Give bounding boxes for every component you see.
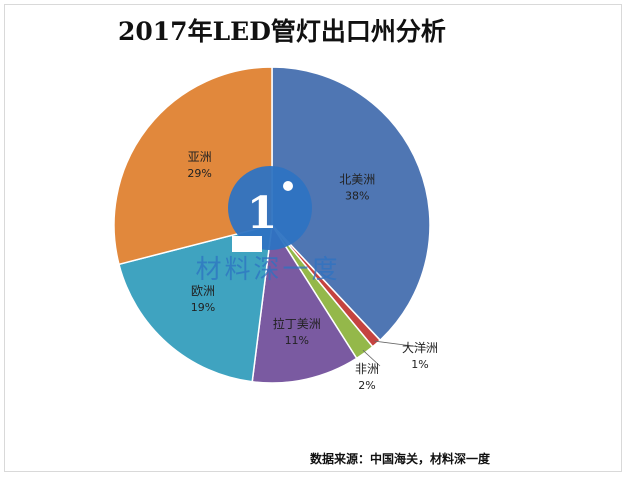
leader-line-africa — [362, 350, 381, 367]
slice-value-africa: 2% — [358, 379, 375, 392]
chart-frame — [4, 4, 622, 472]
watermark-logo-dot — [283, 181, 293, 191]
slice-label-europe: 欧洲 — [191, 284, 215, 298]
leader-line-oceania — [374, 340, 429, 349]
slice-label-latin-america: 拉丁美洲 — [273, 316, 321, 331]
slice-value-europe: 19% — [191, 301, 215, 314]
pie-slice-latin-america — [251, 222, 358, 384]
chart-title: 2017年LED管灯出口州分析 — [118, 17, 446, 46]
watermark-logo-numeral: 1 — [247, 188, 278, 239]
watermark-text: 材料深一度 — [195, 255, 340, 285]
slice-value-latin-america: 11% — [285, 334, 309, 347]
slice-label-africa: 非洲 — [355, 362, 379, 376]
data-source-note: 数据来源：中国海关，材料深一度 — [310, 452, 491, 466]
slice-value-oceania: 1% — [411, 358, 428, 371]
slice-labels: 北美洲 38% 大洋洲 1% 非洲 2% 拉丁美洲 11% 欧洲 19% 亚洲 29% — [187, 150, 438, 392]
watermark-logo-notch — [232, 236, 262, 252]
slice-value-asia: 29% — [187, 167, 211, 180]
pie-slice-north-america — [271, 66, 431, 342]
watermark: 1 材料深一度 — [195, 166, 340, 285]
slice-label-asia: 亚洲 — [188, 150, 212, 164]
slice-label-north-america: 北美洲 — [339, 172, 375, 186]
pie-slice-europe — [118, 223, 273, 383]
slice-value-north-america: 38% — [345, 189, 369, 202]
slice-label-oceania: 大洋洲 — [402, 340, 438, 355]
